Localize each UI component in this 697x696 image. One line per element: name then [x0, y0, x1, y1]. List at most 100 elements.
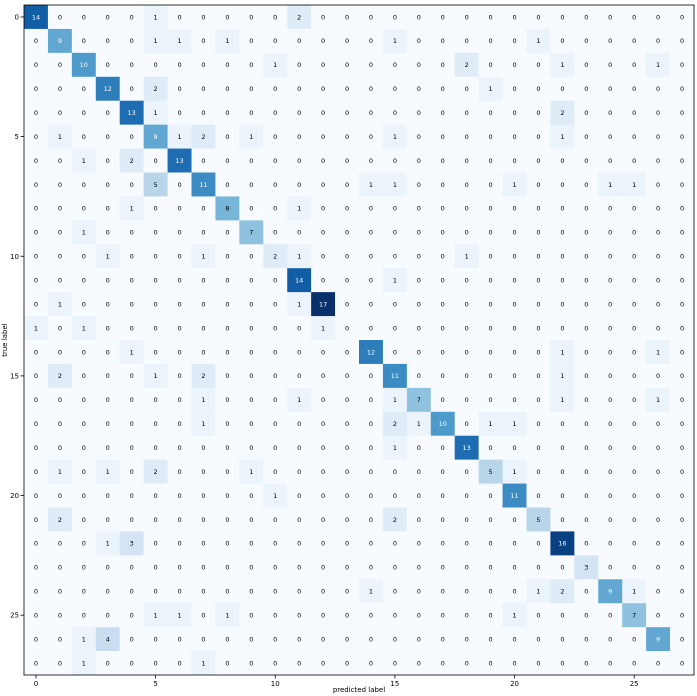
- heatmap-cell: [478, 340, 503, 365]
- heatmap-cell: [47, 124, 73, 149]
- cell-value: 0: [393, 253, 397, 261]
- cell-value: 0: [321, 611, 325, 619]
- cell-value: 0: [608, 37, 612, 45]
- heatmap-cell: [598, 627, 623, 652]
- cell-value: 0: [130, 253, 134, 261]
- heatmap-cell: [71, 268, 97, 293]
- cell-value: 0: [106, 300, 110, 308]
- cell-value: 0: [656, 253, 660, 261]
- cell-value: 0: [608, 300, 612, 308]
- heatmap-cell: [47, 435, 73, 460]
- heatmap-cell: [454, 268, 479, 293]
- cell-value: 0: [560, 516, 564, 524]
- cell-value: 0: [560, 611, 564, 619]
- heatmap-cell: [119, 292, 144, 317]
- heatmap-cell: [335, 148, 360, 173]
- cell-value: 1: [656, 61, 660, 69]
- cell-value: 1: [512, 611, 516, 619]
- cell-value: 0: [249, 588, 253, 596]
- cell-value: 0: [584, 468, 588, 476]
- cell-value: 1: [656, 348, 660, 356]
- heatmap-cell: [454, 52, 479, 78]
- heatmap-cell: [646, 196, 671, 221]
- cell-value: 0: [82, 348, 86, 356]
- cell-value: 0: [465, 300, 469, 308]
- heatmap-cell: [24, 363, 49, 389]
- heatmap-cell: [143, 531, 168, 556]
- heatmap-cell: [406, 76, 432, 102]
- heatmap-cell: [263, 316, 288, 341]
- heatmap-cell: [598, 531, 623, 556]
- cell-value: 0: [82, 516, 86, 524]
- heatmap-cell: [95, 363, 121, 389]
- heatmap-cell: [478, 52, 503, 78]
- heatmap-cell: [143, 244, 168, 269]
- heatmap-cell: [71, 507, 97, 532]
- heatmap-cell: [502, 435, 527, 460]
- cell-value: 0: [632, 372, 636, 380]
- cell-value: 1: [273, 61, 277, 69]
- cell-value: 0: [465, 468, 469, 476]
- heatmap-cell: [263, 603, 288, 628]
- cell-value: 12: [104, 85, 112, 93]
- heatmap-cell: [359, 387, 384, 413]
- heatmap-cell: [478, 411, 503, 437]
- heatmap-cell: [287, 603, 312, 628]
- heatmap-cell: [382, 124, 408, 149]
- cell-value: 0: [58, 276, 62, 284]
- cell-value: 0: [560, 157, 564, 165]
- cell-value: 1: [512, 468, 516, 476]
- cell-value: 0: [177, 13, 181, 21]
- heatmap-cell: [430, 196, 456, 221]
- cell-value: 0: [34, 564, 38, 572]
- cell-value: 0: [489, 611, 493, 619]
- cell-value: 0: [489, 181, 493, 189]
- heatmap-cell: [191, 435, 216, 460]
- heatmap-cell: [359, 555, 384, 580]
- cell-value: 0: [512, 324, 516, 332]
- heatmap-cell: [454, 579, 479, 604]
- heatmap-cell: [670, 124, 695, 149]
- heatmap-cell: [646, 603, 671, 628]
- cell-value: 1: [560, 396, 564, 404]
- heatmap-cell: [622, 627, 647, 652]
- heatmap-cell: [670, 387, 695, 413]
- cell-value: 0: [82, 133, 86, 141]
- cell-value: 0: [249, 85, 253, 93]
- cell-value: 0: [201, 611, 205, 619]
- cell-value: 0: [106, 37, 110, 45]
- heatmap-cell: [143, 483, 168, 508]
- heatmap-cell: [191, 627, 216, 652]
- cell-value: 0: [512, 348, 516, 356]
- heatmap-cell: [359, 627, 384, 652]
- heatmap-cell: [502, 603, 527, 628]
- cell-value: 0: [345, 85, 349, 93]
- cell-value: 0: [297, 516, 301, 524]
- cell-value: 2: [393, 420, 397, 428]
- cell-value: 0: [297, 635, 301, 643]
- heatmap-cell: [478, 531, 503, 556]
- cell-value: 0: [608, 133, 612, 141]
- heatmap-cell: [95, 459, 121, 484]
- heatmap-cell: [646, 148, 671, 173]
- heatmap-cell: [502, 28, 527, 54]
- cell-value: 0: [82, 253, 86, 261]
- cell-value: 0: [273, 13, 277, 21]
- heatmap-cell: [71, 411, 97, 437]
- cell-value: 0: [154, 61, 158, 69]
- heatmap-cell: [191, 411, 216, 437]
- heatmap-cell: [47, 76, 73, 102]
- heatmap-cell: [406, 292, 432, 317]
- heatmap-cell: [143, 579, 168, 604]
- heatmap-cell: [311, 363, 336, 389]
- cell-value: 0: [656, 564, 660, 572]
- cell-value: 2: [154, 85, 158, 93]
- cell-value: 0: [177, 348, 181, 356]
- heatmap-cell: [263, 459, 288, 484]
- heatmap-cell: [119, 100, 144, 125]
- cell-value: 0: [273, 205, 277, 213]
- heatmap-cell: [95, 28, 121, 54]
- heatmap-cell: [239, 52, 264, 78]
- cell-value: 0: [608, 253, 612, 261]
